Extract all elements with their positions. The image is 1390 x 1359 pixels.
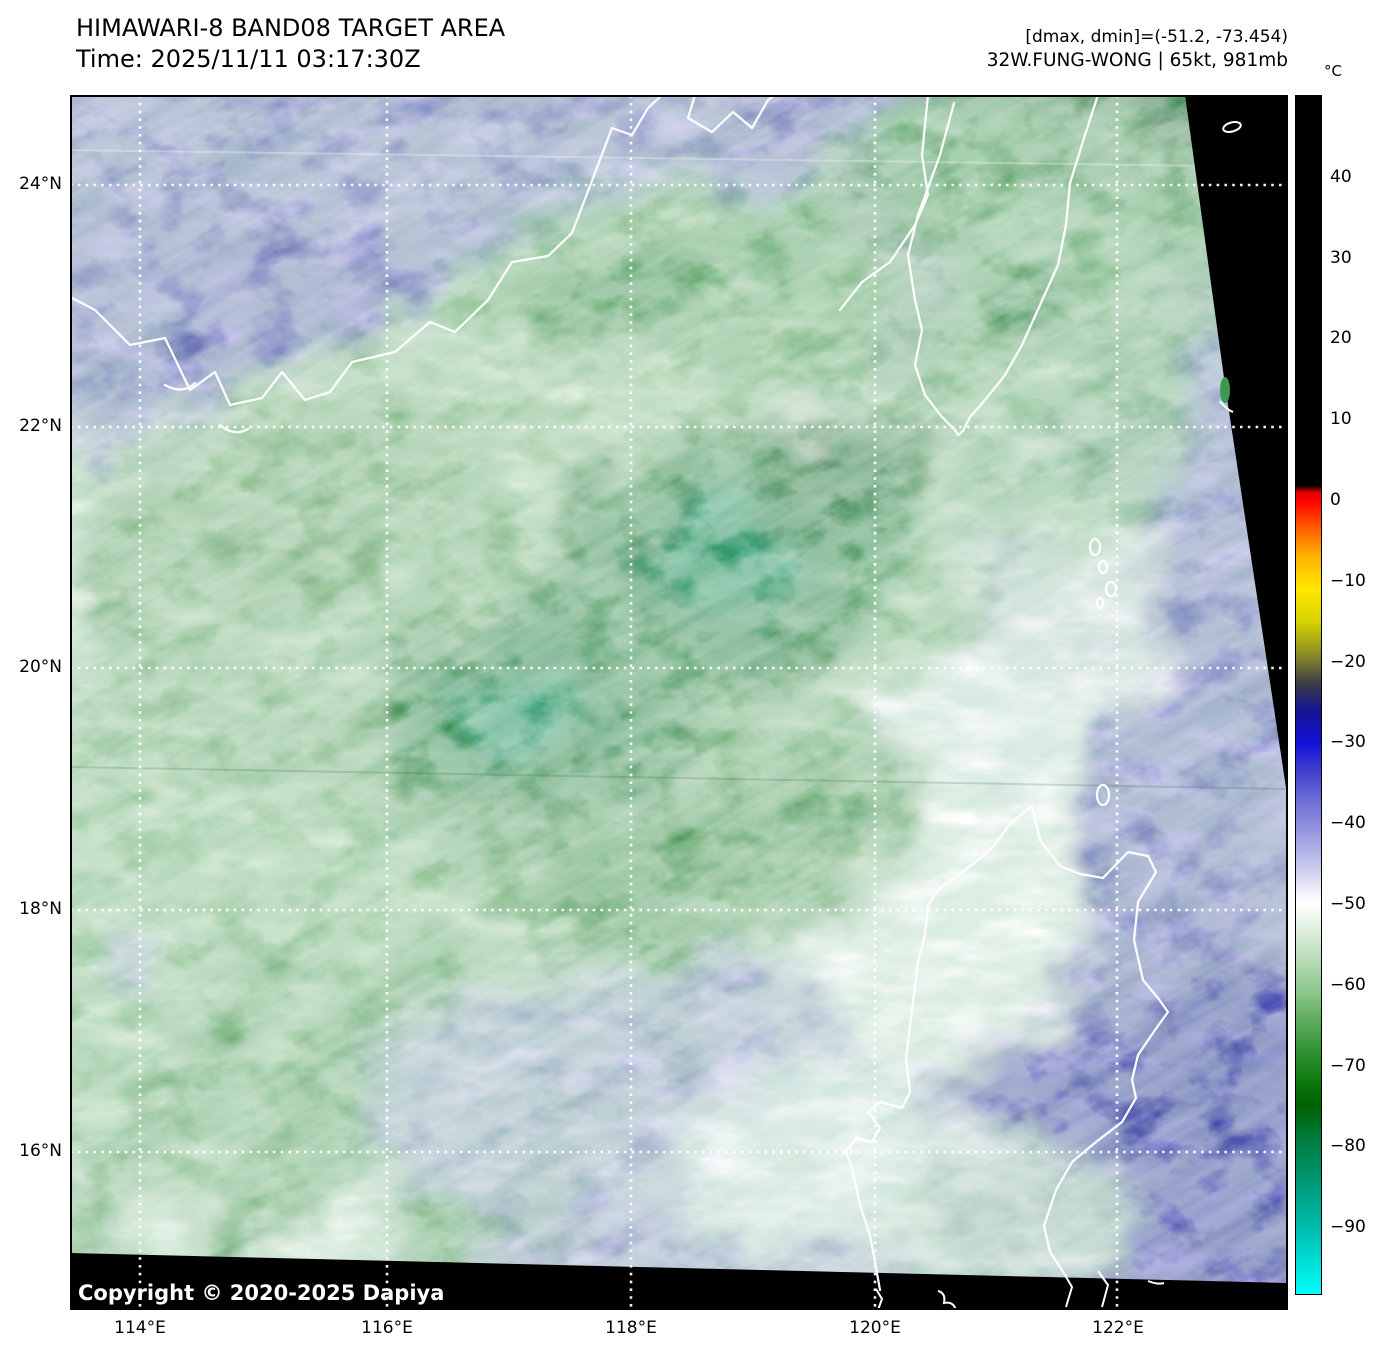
colorbar-tick: 10 [1330, 409, 1352, 429]
coastline-batanes-islands [1088, 537, 1118, 807]
lon-label: 118°E [605, 1318, 657, 1338]
lat-label: 16°N [19, 1141, 62, 1161]
lon-label: 120°E [849, 1318, 901, 1338]
storm-annotation: 32W.FUNG-WONG | 65kt, 981mb [986, 49, 1288, 71]
copyright-label: Copyright © 2020-2025 Dapiya [78, 1281, 445, 1305]
colorbar-tick: −90 [1330, 1217, 1366, 1237]
colorbar-tick: −20 [1330, 652, 1366, 672]
dmax-dmin-annotation: [dmax, dmin]=(-51.2, -73.454) [1025, 27, 1288, 47]
colorbar-tick: 30 [1330, 248, 1352, 268]
colorbar-unit-label: °C [1324, 62, 1342, 80]
colorbar-tick: −30 [1330, 732, 1366, 752]
lon-label: 114°E [114, 1318, 166, 1338]
no-data-wedge [1185, 95, 1288, 801]
colorbar-tick: −60 [1330, 975, 1366, 995]
lat-label: 20°N [19, 657, 62, 677]
lat-label: 24°N [19, 174, 62, 194]
coastline-taiwan-east [956, 96, 1099, 437]
colorbar-tick: 20 [1330, 328, 1352, 348]
no-data-band [70, 1253, 1288, 1310]
coastline-pearl-delta-islets [163, 381, 250, 434]
lon-label: 116°E [361, 1318, 413, 1338]
coastline-luzon-east [1030, 804, 1170, 1272]
island-outlines [875, 121, 1242, 1312]
colorbar-tick: 40 [1330, 167, 1352, 187]
lon-label: 122°E [1092, 1318, 1144, 1338]
colorbar-tick: 0 [1330, 490, 1341, 510]
colorbar-tick: −40 [1330, 813, 1366, 833]
coast-sliver [1220, 377, 1230, 403]
coastline-taiwan-west [906, 101, 960, 437]
colorbar-tick: −10 [1330, 571, 1366, 591]
coastline-luzon-west [844, 804, 1034, 1292]
scan-artifact-line [69, 149, 1289, 168]
lat-label: 22°N [19, 416, 62, 436]
colorbar-tick: −70 [1330, 1056, 1366, 1076]
map-frame [70, 95, 1288, 1310]
annotation-block: [dmax, dmin]=(-51.2, -73.454) 32W.FUNG-W… [987, 26, 1288, 74]
page-title: HIMAWARI-8 BAND08 TARGET AREA [76, 14, 506, 42]
scan-artifact-line [69, 766, 1289, 790]
colorbar-tick: −50 [1330, 894, 1366, 914]
timestamp: Time: 2025/11/11 03:17:30Z [76, 45, 421, 73]
colorbar-tick: −80 [1330, 1136, 1366, 1156]
lat-label: 18°N [19, 899, 62, 919]
coastline-china-inlets [686, 93, 777, 134]
coastline-south-china [70, 93, 664, 407]
colorbar [1295, 95, 1322, 1295]
